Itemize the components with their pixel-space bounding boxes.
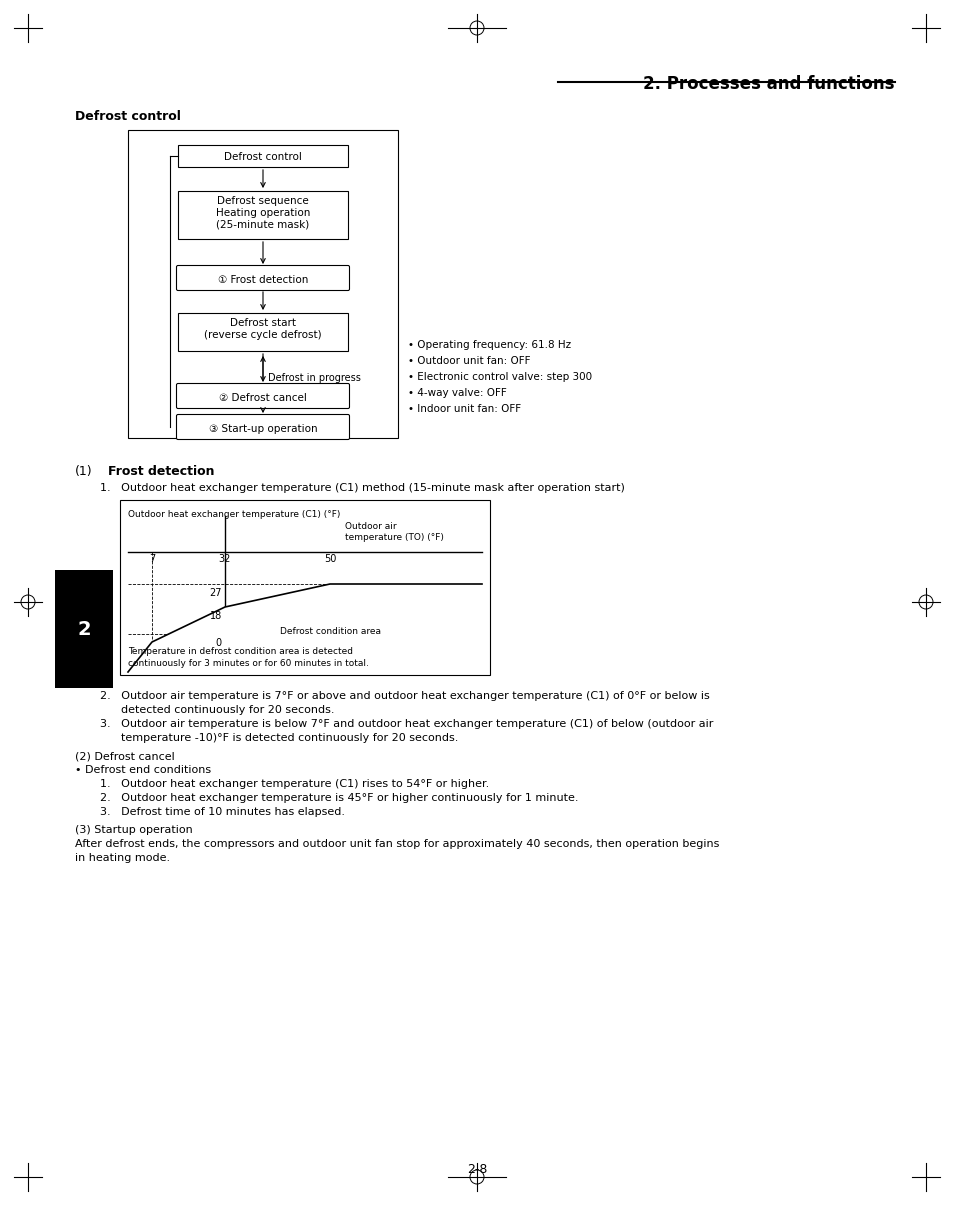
Text: • Outdoor unit fan: OFF: • Outdoor unit fan: OFF (408, 355, 530, 366)
Bar (55, 570, 112, 688)
Text: (2) Defrost cancel: (2) Defrost cancel (75, 751, 174, 762)
Text: detected continuously for 20 seconds.: detected continuously for 20 seconds. (100, 705, 335, 715)
Text: 3.   Defrost time of 10 minutes has elapsed.: 3. Defrost time of 10 minutes has elapse… (100, 807, 345, 817)
Bar (178, 192, 348, 239)
Text: 2.   Outdoor air temperature is 7°F or above and outdoor heat exchanger temperat: 2. Outdoor air temperature is 7°F or abo… (100, 690, 709, 701)
Text: After defrost ends, the compressors and outdoor unit fan stop for approximately : After defrost ends, the compressors and … (75, 839, 719, 850)
Text: Defrost sequence
Heating operation
(25-minute mask): Defrost sequence Heating operation (25-m… (215, 196, 310, 229)
Text: • Operating frequency: 61.8 Hz: • Operating frequency: 61.8 Hz (408, 340, 571, 349)
Text: ③ Start-up operation: ③ Start-up operation (209, 424, 317, 434)
Text: Outdoor heat exchanger temperature (C1) (°F): Outdoor heat exchanger temperature (C1) … (128, 510, 340, 519)
Text: ② Defrost cancel: ② Defrost cancel (219, 393, 307, 402)
Bar (178, 313, 348, 351)
Bar (128, 130, 397, 437)
Text: Frost detection: Frost detection (108, 465, 214, 478)
Text: (3) Startup operation: (3) Startup operation (75, 825, 193, 835)
Bar (120, 500, 490, 675)
Text: Temperature in defrost condition area is detected
continuously for 3 minutes or : Temperature in defrost condition area is… (128, 647, 369, 668)
Text: (1): (1) (75, 465, 92, 478)
Text: Defrost start
(reverse cycle defrost): Defrost start (reverse cycle defrost) (204, 318, 321, 340)
Text: 1.   Outdoor heat exchanger temperature (C1) rises to 54°F or higher.: 1. Outdoor heat exchanger temperature (C… (100, 778, 489, 789)
Text: • 4-way valve: OFF: • 4-way valve: OFF (408, 388, 506, 398)
Text: Defrost control: Defrost control (224, 152, 301, 161)
Polygon shape (128, 584, 481, 672)
Text: Outdoor air
temperature (TO) (°F): Outdoor air temperature (TO) (°F) (345, 522, 443, 542)
FancyBboxPatch shape (176, 383, 349, 408)
Text: in heating mode.: in heating mode. (75, 853, 170, 863)
Text: 2.   Outdoor heat exchanger temperature is 45°F or higher continuously for 1 min: 2. Outdoor heat exchanger temperature is… (100, 793, 578, 803)
Text: Defrost control: Defrost control (75, 110, 181, 123)
FancyBboxPatch shape (176, 415, 349, 440)
Text: 2-8: 2-8 (466, 1163, 487, 1176)
Bar (178, 145, 348, 167)
Text: 50: 50 (323, 554, 335, 564)
Text: temperature -10)°F is detected continuously for 20 seconds.: temperature -10)°F is detected continuou… (100, 733, 457, 743)
Text: • Indoor unit fan: OFF: • Indoor unit fan: OFF (408, 404, 520, 415)
Text: 27: 27 (210, 588, 222, 598)
Text: 2. Processes and functions: 2. Processes and functions (643, 75, 894, 93)
Text: 2: 2 (77, 619, 91, 639)
Text: 1.   Outdoor heat exchanger temperature (C1) method (15-minute mask after operat: 1. Outdoor heat exchanger temperature (C… (100, 483, 624, 493)
Text: 3.   Outdoor air temperature is below 7°F and outdoor heat exchanger temperature: 3. Outdoor air temperature is below 7°F … (100, 719, 713, 729)
Text: 18: 18 (210, 611, 222, 621)
FancyBboxPatch shape (176, 265, 349, 290)
Text: • Defrost end conditions: • Defrost end conditions (75, 765, 211, 775)
Text: 0: 0 (215, 637, 222, 648)
Text: Defrost in progress: Defrost in progress (268, 374, 360, 383)
Text: 32: 32 (218, 554, 231, 564)
Text: • Electronic control valve: step 300: • Electronic control valve: step 300 (408, 372, 592, 382)
Text: 7: 7 (149, 554, 155, 564)
Text: ① Frost detection: ① Frost detection (217, 275, 308, 286)
Text: Defrost condition area: Defrost condition area (280, 627, 380, 636)
